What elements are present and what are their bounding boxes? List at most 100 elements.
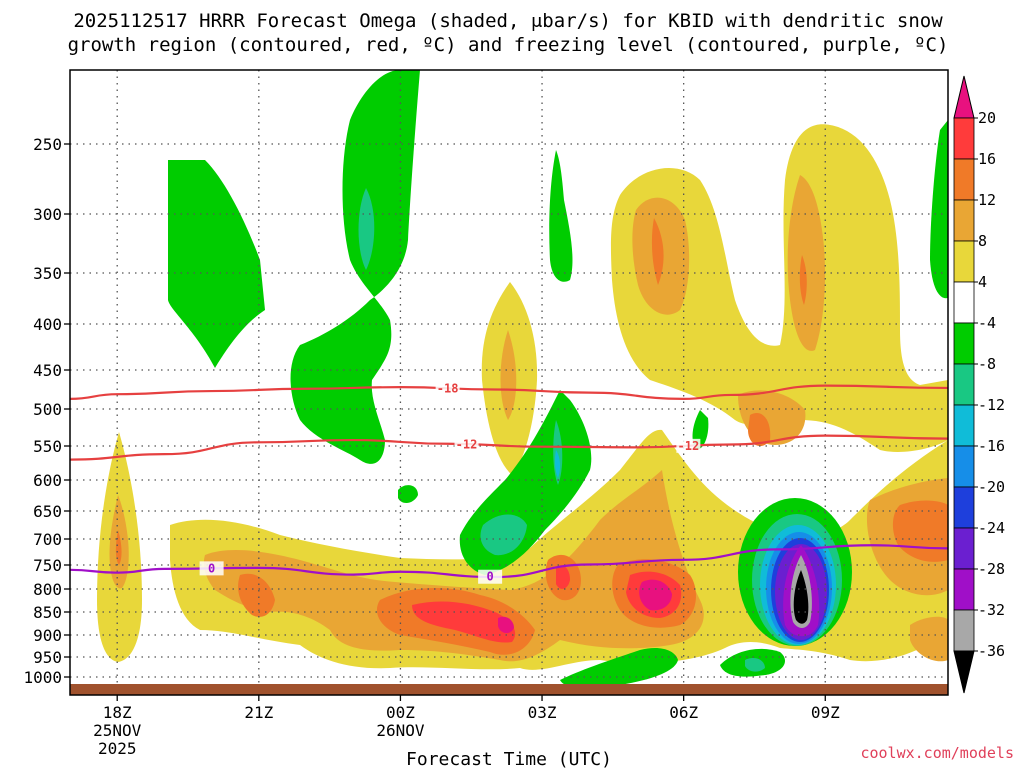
- x-tick-label: 18Z: [103, 703, 132, 722]
- y-tick-label: 950: [33, 648, 62, 667]
- omega-region-darkorange: [748, 412, 771, 447]
- y-tick-label: 900: [33, 626, 62, 645]
- omega-region-green: [168, 160, 265, 368]
- terrain-strip: [70, 684, 948, 695]
- colorbar-label: 8: [978, 232, 987, 250]
- y-tick-label: 400: [33, 315, 62, 334]
- omega-region-orange: [787, 175, 826, 351]
- x-tick-year: 2025: [98, 739, 137, 758]
- colorbar-bottom-triangle: [953, 650, 975, 694]
- omega-region-orange: [203, 470, 704, 662]
- omega-region-green: [930, 120, 948, 299]
- contour-lines: -18 -12 -12 0 0: [70, 381, 948, 584]
- x-tick-label: 06Z: [669, 703, 698, 722]
- colorbar-swatch: [953, 445, 975, 488]
- omega-region-teal: [480, 514, 527, 556]
- omega-region-darkorange: [651, 218, 664, 285]
- omega-region-cyan: [554, 450, 561, 478]
- chart-title-line-1: 2025112517 HRRR Forecast Omega (shaded, …: [73, 10, 943, 32]
- contour-freezing-level: [70, 544, 948, 579]
- contour-label-dgz-minus12: -12: [456, 437, 478, 451]
- colorbar-swatch: [953, 281, 975, 324]
- omega-region-green: [560, 648, 678, 689]
- y-tick-label: 250: [33, 135, 62, 154]
- colorbar-label: -20: [978, 478, 1005, 496]
- y-tick-label: 600: [33, 471, 62, 490]
- omega-region-green: [549, 150, 573, 282]
- contour-label-freezing-level: 0: [208, 561, 215, 575]
- x-tick-label: 00Z: [386, 703, 415, 722]
- colorbar-swatch: [953, 404, 975, 447]
- chart-title-line-2: growth region (contoured, red, ºC) and f…: [68, 34, 949, 56]
- omega-region-darkorange: [238, 573, 275, 617]
- y-tick-label: 350: [33, 264, 62, 283]
- contour-dgz-minus18: [70, 384, 948, 400]
- colorbar-label: 4: [978, 273, 987, 291]
- omega-region-magenta: [639, 579, 672, 611]
- y-tick-label: 650: [33, 502, 62, 521]
- contour-label-bg: [478, 569, 503, 584]
- y-tick-label: 300: [33, 205, 62, 224]
- colorbar-label: -4: [978, 314, 996, 332]
- omega-region-teal: [745, 657, 765, 672]
- y-tick-label: 750: [33, 556, 62, 575]
- colorbar-label: -8: [978, 355, 996, 373]
- colorbar-swatch: [953, 568, 975, 611]
- y-tick-label: 450: [33, 361, 62, 380]
- colorbar-label: -24: [978, 519, 1005, 537]
- colorbar-top-triangle: [953, 75, 975, 119]
- credit-text[interactable]: coolwx.com/models: [860, 744, 1014, 762]
- contour-label-bg: [676, 438, 701, 453]
- omega-region-darkorange: [799, 255, 807, 305]
- colorbar-swatch: [953, 117, 975, 160]
- colorbar-swatch: [953, 486, 975, 529]
- x-axis-label: Forecast Time (UTC): [406, 749, 612, 768]
- omega-region-green: [290, 70, 420, 464]
- colorbar-label: -28: [978, 560, 1005, 578]
- omega-region-red: [556, 565, 570, 589]
- colorbar-swatch: [953, 363, 975, 406]
- colorbar-swatch: [953, 527, 975, 570]
- omega-region-magenta: [498, 616, 514, 634]
- omega-region-orange: [910, 616, 948, 662]
- contour-label-bg: [435, 381, 460, 396]
- contour-label-bg: [199, 561, 224, 576]
- omega-region-red: [412, 601, 516, 643]
- colorbar-swatch: [953, 609, 975, 652]
- colorbar-swatch: [953, 158, 975, 201]
- colorbar-swatch: [953, 322, 975, 365]
- colorbar: 20 16 12 8 4 -4 -8 -12 -16 -20 -24 -28 -32 -36: [953, 75, 1005, 694]
- colorbar-label: -12: [978, 396, 1005, 414]
- colorbar-label: -36: [978, 642, 1005, 660]
- omega-region-teal: [358, 188, 375, 270]
- y-axis: 250 300 350 400 450 500 550 600 650 700 750 800 850 9…: [23, 135, 70, 687]
- colorbar-swatch: [953, 240, 975, 283]
- x-tick-date: 26NOV: [376, 721, 425, 740]
- grid-lines: [70, 70, 948, 695]
- y-tick-label: 700: [33, 530, 62, 549]
- x-tick-label: 03Z: [528, 703, 557, 722]
- colorbar-label: -16: [978, 437, 1005, 455]
- omega-shading: [97, 70, 948, 689]
- contour-label-dgz-minus18: -18: [437, 381, 459, 395]
- omega-region-black: [793, 570, 809, 624]
- y-tick-label: 800: [33, 580, 62, 599]
- omega-region-green: [398, 485, 418, 504]
- colorbar-label: 20: [978, 109, 996, 127]
- y-tick-label: 500: [33, 400, 62, 419]
- plot-frame: [69, 69, 949, 696]
- x-tick-date: 25NOV: [93, 721, 142, 740]
- contour-label-dgz-minus12: -12: [678, 439, 700, 453]
- x-tick-label: 21Z: [244, 703, 273, 722]
- x-tick-label: 09Z: [811, 703, 840, 722]
- contour-label-bg: [454, 437, 479, 452]
- y-tick-label: 850: [33, 603, 62, 622]
- colorbar-label: 12: [978, 191, 996, 209]
- omega-region-orange: [500, 330, 517, 420]
- contour-label-freezing-level: 0: [487, 570, 494, 584]
- colorbar-label: 16: [978, 150, 996, 168]
- colorbar-swatch: [953, 199, 975, 242]
- y-tick-label: 1000: [23, 668, 62, 687]
